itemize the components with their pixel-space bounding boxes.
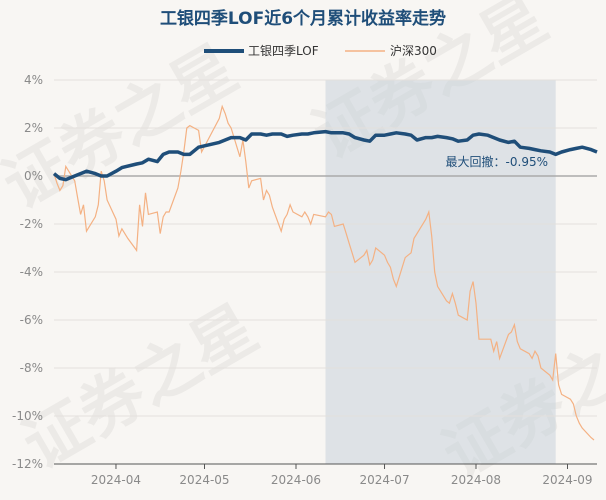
legend: 工银四季LOF 沪深300: [204, 44, 437, 58]
max-drawdown-label: 最大回撤：-0.95%: [446, 154, 548, 169]
y-tick-label: 4%: [24, 73, 43, 87]
y-tick-label: -6%: [20, 313, 43, 327]
y-tick-label: -12%: [12, 457, 43, 471]
watermark: 证券之星: [11, 292, 270, 484]
x-tick-label: 2024-08: [451, 473, 501, 487]
x-tick-label: 2024-06: [271, 473, 321, 487]
y-tick-label: -8%: [20, 361, 43, 375]
x-tick-label: 2024-05: [179, 473, 229, 487]
chart-title: 工银四季LOF近6个月累计收益率走势: [160, 8, 446, 29]
y-tick-label: -2%: [20, 217, 43, 231]
y-tick-label: -10%: [12, 409, 43, 423]
x-tick-label: 2024-09: [542, 473, 592, 487]
y-tick-label: 0%: [24, 169, 43, 183]
series-line-fund: [52, 129, 598, 182]
legend-label-fund: 工银四季LOF: [248, 44, 319, 58]
x-tick-label: 2024-04: [91, 473, 141, 487]
x-tick-label: 2024-07: [359, 473, 409, 487]
series-line-hs300: [53, 104, 595, 441]
y-axis: 4% 2% 0% -2% -4% -6% -8% -10% -12%: [12, 73, 43, 471]
y-tick-label: 2%: [24, 121, 43, 135]
grid: [54, 79, 597, 465]
y-tick-label: -4%: [20, 265, 43, 279]
legend-label-index: 沪深300: [390, 44, 437, 58]
x-axis: 2024-04 2024-05 2024-06 2024-07 2024-08 2024-…: [91, 464, 593, 487]
